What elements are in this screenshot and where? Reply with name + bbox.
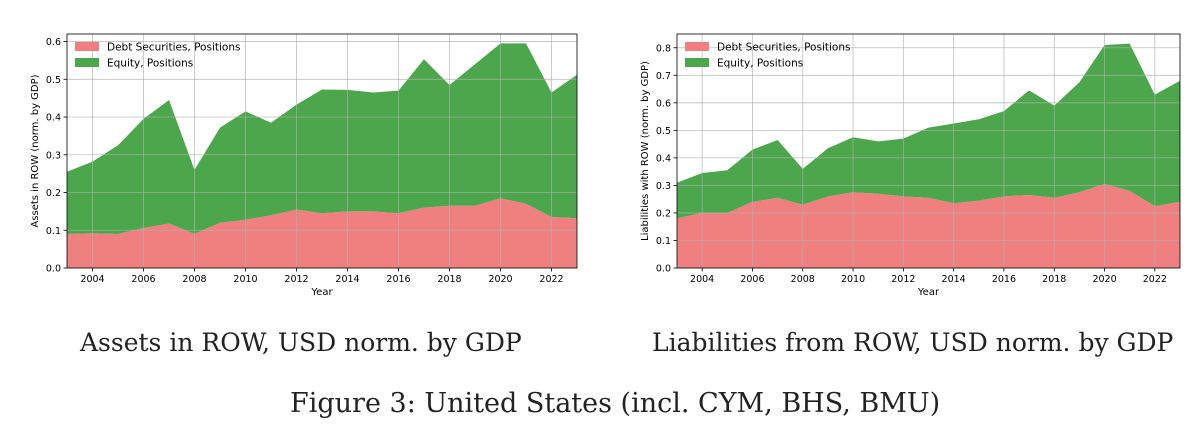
x-tick-label: 2012 <box>891 274 915 285</box>
y-tick-label: 0.2 <box>46 188 61 199</box>
chart-svg: 2004 2006 2008 2010 2012 2014 2016 2018 2020 2022… <box>30 33 578 298</box>
y-tick-label: 0.4 <box>46 113 61 124</box>
legend-swatch-equity <box>685 58 709 67</box>
assets-chart-panel: 2004 2006 2008 2010 2012 2014 2016 2018 2020 2022… <box>0 0 600 310</box>
x-tick-label: 2008 <box>791 274 815 285</box>
y-tick-label: 0.7 <box>656 71 671 82</box>
x-tick-label: 2018 <box>1042 274 1066 285</box>
x-tick-label: 2006 <box>131 274 155 285</box>
y-tick-label: 0.1 <box>46 226 61 237</box>
assets-caption: Assets in ROW, USD norm. by GDP <box>80 328 522 357</box>
x-tick-label: 2016 <box>992 274 1016 285</box>
legend-label-equity: Equity, Positions <box>717 58 803 70</box>
x-tick-label: 2010 <box>841 274 865 285</box>
y-tick-label: 0.3 <box>46 150 61 161</box>
x-tick-label: 2006 <box>740 274 764 285</box>
legend-swatch-equity <box>75 58 99 67</box>
legend: Debt Securities, Positions Equity, Positi… <box>75 42 240 70</box>
y-tick-label: 0.5 <box>656 126 671 137</box>
legend-swatch-debt <box>685 42 709 51</box>
liabilities-chart-panel: 2004 2006 2008 2010 2012 2014 2016 2018 2020 2022… <box>600 0 1200 310</box>
plot-frame <box>676 33 1181 269</box>
x-tick-label: 2020 <box>488 274 512 285</box>
x-tick-label: 2022 <box>1143 274 1167 285</box>
y-tick-label: 0.2 <box>656 208 671 219</box>
x-tick-label: 2012 <box>284 274 308 285</box>
y-tick-label: 0.3 <box>656 181 671 192</box>
y-axis-label: Assets in ROW (norm. by GDP) <box>30 74 41 227</box>
x-tick-label: 2014 <box>942 274 966 285</box>
y-tick-label: 0.4 <box>656 153 671 164</box>
y-tick-label: 0.1 <box>656 236 671 247</box>
legend-label-equity: Equity, Positions <box>107 58 193 70</box>
x-tick-label: 2004 <box>690 274 714 285</box>
y-tick-label: 0.0 <box>656 264 671 275</box>
x-tick-label: 2016 <box>386 274 410 285</box>
legend-swatch-debt <box>75 42 99 51</box>
plot-frame <box>66 33 578 269</box>
x-tick-label: 2014 <box>335 274 359 285</box>
x-tick-label: 2020 <box>1092 274 1116 285</box>
x-axis-label: Year <box>917 287 940 298</box>
y-tick-label: 0.0 <box>46 264 61 275</box>
y-tick-label: 0.5 <box>46 75 61 86</box>
y-tick-label: 0.8 <box>656 43 671 54</box>
chart-svg: 2004 2006 2008 2010 2012 2014 2016 2018 2020 2022… <box>640 33 1181 298</box>
x-tick-label: 2022 <box>539 274 563 285</box>
x-tick-label: 2008 <box>182 274 206 285</box>
legend: Debt Securities, Positions Equity, Positi… <box>685 42 850 70</box>
legend-label-debt: Debt Securities, Positions <box>107 42 240 54</box>
liabilities-caption: Liabilities from ROW, USD norm. by GDP <box>652 328 1174 357</box>
x-tick-label: 2004 <box>80 274 104 285</box>
x-tick-label: 2010 <box>233 274 257 285</box>
figure-caption: Figure 3: United States (incl. CYM, BHS,… <box>290 388 941 419</box>
legend-label-debt: Debt Securities, Positions <box>717 42 850 54</box>
y-tick-label: 0.6 <box>656 98 671 109</box>
x-tick-label: 2018 <box>437 274 461 285</box>
x-axis-label: Year <box>310 287 333 298</box>
y-tick-label: 0.6 <box>46 37 61 48</box>
y-axis-label: Liabilities with ROW (norm. by GDP) <box>640 61 651 241</box>
